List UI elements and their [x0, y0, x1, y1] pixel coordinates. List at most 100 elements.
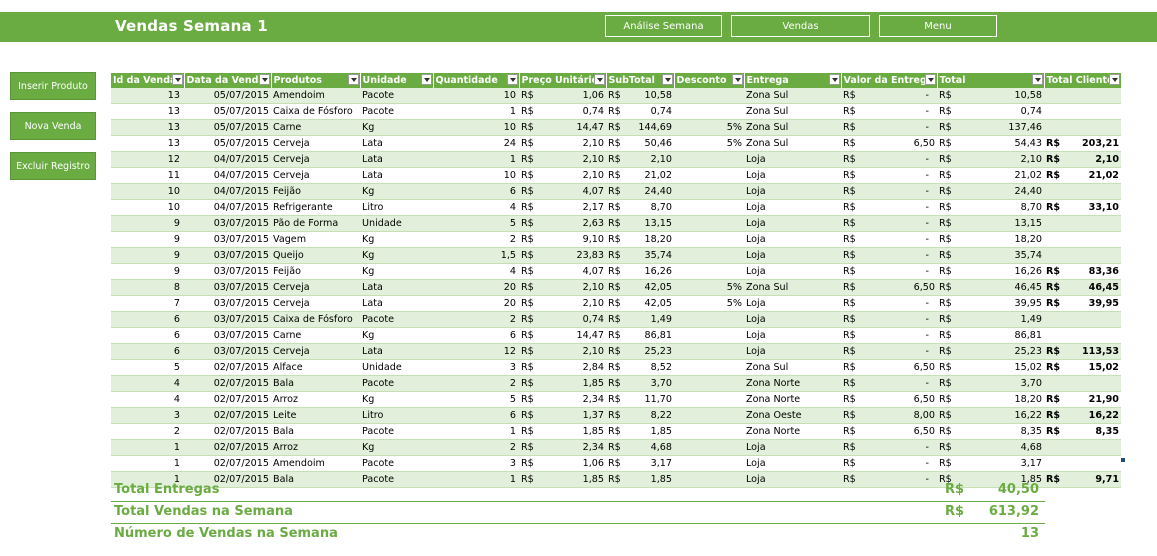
cell-data[interactable]: 03/07/2015 [184, 231, 271, 248]
cell-data[interactable]: 02/07/2015 [184, 423, 271, 440]
analise-semana-button[interactable]: Análise Semana [605, 15, 722, 37]
table-row[interactable]: 7 03/07/2015 Cerveja Lata 20 R$ 2,10 R$ 42,05 5% L… [111, 295, 1121, 312]
table-row[interactable]: 2 02/07/2015 Bala Pacote 1 R$ 1,85 R$ 1,85 Zona N… [111, 423, 1121, 440]
table-row[interactable]: 9 03/07/2015 Pão de Forma Unidade 5 R$ 2,63 R$ 1… [111, 215, 1121, 232]
cell-desconto[interactable] [674, 88, 744, 104]
cell-produto[interactable]: Alface [271, 359, 360, 376]
cell-total-cliente[interactable] [1044, 439, 1121, 456]
column-header[interactable]: Total Cliente [1044, 73, 1122, 88]
cell-preco[interactable]: R$ 2,84 [519, 359, 606, 376]
cell-subtotal[interactable]: R$ 18,20 [606, 231, 674, 248]
cell-total[interactable]: R$ 21,02 [937, 167, 1044, 184]
cell-qtd[interactable]: 10 [433, 88, 519, 104]
cell-unidade[interactable]: Kg [360, 119, 433, 136]
cell-preco[interactable]: R$ 2,10 [519, 295, 606, 312]
cell-produto[interactable]: Queijo [271, 247, 360, 264]
cell-entrega[interactable]: Zona Norte [744, 423, 841, 440]
column-header[interactable]: Desconto [674, 73, 745, 88]
cell-total[interactable]: R$ 86,81 [937, 327, 1044, 344]
cell-preco[interactable]: R$ 0,74 [519, 311, 606, 328]
cell-produto[interactable]: Leite [271, 407, 360, 424]
cell-valor-entrega[interactable]: R$ - [841, 88, 937, 104]
cell-desconto[interactable] [674, 471, 744, 488]
cell-total-cliente[interactable]: R$ 8,35 [1044, 423, 1121, 440]
cell-total[interactable]: R$ 46,45 [937, 279, 1044, 296]
cell-desconto[interactable] [674, 391, 744, 408]
cell-unidade[interactable]: Lata [360, 167, 433, 184]
cell-unidade[interactable]: Unidade [360, 215, 433, 232]
cell-desconto[interactable] [674, 167, 744, 184]
cell-valor-entrega[interactable]: R$ - [841, 439, 937, 456]
cell-id[interactable]: 13 [111, 88, 184, 104]
filter-dropdown-icon[interactable] [593, 74, 605, 85]
cell-qtd[interactable]: 2 [433, 375, 519, 392]
cell-id[interactable]: 8 [111, 279, 184, 296]
cell-data[interactable]: 02/07/2015 [184, 391, 271, 408]
cell-entrega[interactable]: Loja [744, 439, 841, 456]
cell-valor-entrega[interactable]: R$ 8,00 [841, 407, 937, 424]
cell-total[interactable]: R$ 18,20 [937, 231, 1044, 248]
cell-total-cliente[interactable]: R$ 33,10 [1044, 199, 1121, 216]
cell-preco[interactable]: R$ 2,17 [519, 199, 606, 216]
cell-valor-entrega[interactable]: R$ - [841, 151, 937, 168]
cell-qtd[interactable]: 6 [433, 327, 519, 344]
cell-unidade[interactable]: Pacote [360, 375, 433, 392]
cell-data[interactable]: 02/07/2015 [184, 471, 271, 488]
cell-valor-entrega[interactable]: R$ 6,50 [841, 423, 937, 440]
cell-entrega[interactable]: Loja [744, 295, 841, 312]
cell-qtd[interactable]: 1,5 [433, 247, 519, 264]
cell-desconto[interactable] [674, 343, 744, 360]
cell-data[interactable]: 03/07/2015 [184, 215, 271, 232]
cell-qtd[interactable]: 20 [433, 279, 519, 296]
cell-total-cliente[interactable]: R$ 203,21 [1044, 135, 1121, 152]
cell-qtd[interactable]: 24 [433, 135, 519, 152]
cell-subtotal[interactable]: R$ 42,05 [606, 295, 674, 312]
cell-produto[interactable]: Amendoim [271, 88, 360, 104]
cell-produto[interactable]: Pão de Forma [271, 215, 360, 232]
cell-total[interactable]: R$ 18,20 [937, 391, 1044, 408]
cell-unidade[interactable]: Kg [360, 439, 433, 456]
cell-total[interactable]: R$ 2,10 [937, 151, 1044, 168]
cell-qtd[interactable]: 6 [433, 407, 519, 424]
cell-subtotal[interactable]: R$ 3,70 [606, 375, 674, 392]
cell-desconto[interactable] [674, 263, 744, 280]
cell-qtd[interactable]: 5 [433, 215, 519, 232]
cell-preco[interactable]: R$ 2,10 [519, 279, 606, 296]
cell-data[interactable]: 05/07/2015 [184, 103, 271, 120]
cell-valor-entrega[interactable]: R$ - [841, 455, 937, 472]
table-row[interactable]: 13 05/07/2015 Amendoim Pacote 10 R$ 1,06 R$ 10,5… [111, 88, 1121, 104]
cell-subtotal[interactable]: R$ 1,85 [606, 471, 674, 488]
table-row[interactable]: 4 02/07/2015 Bala Pacote 2 R$ 1,85 R$ 3,70 Zona N… [111, 375, 1121, 392]
cell-preco[interactable]: R$ 1,37 [519, 407, 606, 424]
table-row[interactable]: 11 04/07/2015 Cerveja Lata 10 R$ 2,10 R$ 21,02 Lo… [111, 167, 1121, 184]
cell-subtotal[interactable]: R$ 8,52 [606, 359, 674, 376]
cell-valor-entrega[interactable]: R$ - [841, 375, 937, 392]
cell-unidade[interactable]: Pacote [360, 88, 433, 104]
filter-dropdown-icon[interactable] [924, 74, 936, 85]
cell-entrega[interactable]: Zona Sul [744, 135, 841, 152]
cell-qtd[interactable]: 10 [433, 119, 519, 136]
cell-entrega[interactable]: Loja [744, 247, 841, 264]
cell-preco[interactable]: R$ 2,10 [519, 167, 606, 184]
cell-total-cliente[interactable] [1044, 119, 1121, 136]
vendas-button[interactable]: Vendas [731, 15, 870, 37]
cell-total-cliente[interactable]: R$ 113,53 [1044, 343, 1121, 360]
cell-id[interactable]: 11 [111, 167, 184, 184]
cell-desconto[interactable] [674, 183, 744, 200]
cell-qtd[interactable]: 2 [433, 311, 519, 328]
cell-produto[interactable]: Cerveja [271, 279, 360, 296]
cell-produto[interactable]: Cerveja [271, 343, 360, 360]
cell-qtd[interactable]: 12 [433, 343, 519, 360]
cell-data[interactable]: 02/07/2015 [184, 359, 271, 376]
cell-subtotal[interactable]: R$ 0,74 [606, 103, 674, 120]
cell-id[interactable]: 9 [111, 247, 184, 264]
cell-id[interactable]: 1 [111, 471, 184, 488]
cell-data[interactable]: 05/07/2015 [184, 88, 271, 104]
cell-total[interactable]: R$ 8,70 [937, 199, 1044, 216]
cell-desconto[interactable] [674, 311, 744, 328]
cell-preco[interactable]: R$ 1,85 [519, 375, 606, 392]
cell-valor-entrega[interactable]: R$ - [841, 343, 937, 360]
cell-unidade[interactable]: Lata [360, 343, 433, 360]
cell-total[interactable]: R$ 16,22 [937, 407, 1044, 424]
column-header[interactable]: Quantidade [433, 73, 520, 88]
